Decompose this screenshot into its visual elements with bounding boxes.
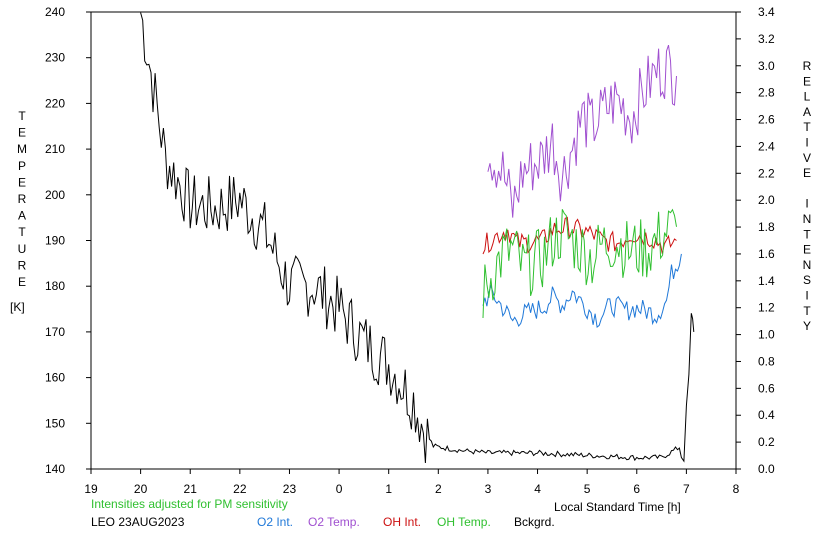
x-axis-ticks: 19 20 21 22 23 0 1 2 3 4 5 6 7 8 — [84, 469, 740, 496]
right-label-letter: R — [803, 59, 812, 73]
right-tick-label: 2.2 — [758, 166, 775, 180]
right-label-letter: I — [805, 289, 808, 303]
right-label-letter: T — [803, 304, 811, 318]
right-label-letter: N — [803, 258, 812, 272]
right-tick-label: 3.2 — [758, 32, 775, 46]
right-tick-label: 2.4 — [758, 139, 775, 153]
x-tick-label: 22 — [233, 482, 247, 496]
right-tick-label: 0.4 — [758, 408, 775, 422]
right-tick-label: 2.6 — [758, 113, 775, 127]
left-axis-unit: [K] — [10, 300, 25, 314]
right-label-letter: T — [803, 227, 811, 241]
right-tick-label: 0.2 — [758, 435, 775, 449]
left-label-letter: R — [18, 192, 27, 206]
right-tick-label: 3.4 — [758, 5, 775, 19]
right-label-letter: S — [803, 273, 811, 287]
right-tick-label: 1.0 — [758, 328, 775, 342]
left-label-letter: M — [17, 142, 27, 156]
x-tick-label: 5 — [584, 482, 591, 496]
series-line-oh-int — [482, 216, 677, 255]
right-label-letter: E — [803, 74, 811, 88]
left-tick-label: 210 — [45, 142, 65, 156]
left-axis-ticks: 140 150 160 170 180 190 200 210 220 230 240 — [45, 5, 91, 476]
right-tick-label: 1.8 — [758, 220, 775, 234]
left-tick-label: 240 — [45, 5, 65, 19]
x-tick-label: 19 — [84, 482, 98, 496]
x-tick-label: 1 — [385, 482, 392, 496]
right-tick-label: 2.0 — [758, 193, 775, 207]
x-tick-label: 0 — [336, 482, 343, 496]
left-label-letter: T — [18, 109, 26, 123]
left-tick-label: 140 — [45, 462, 65, 476]
legend-item: O2 Temp. — [308, 515, 360, 529]
x-tick-label: 21 — [184, 482, 198, 496]
right-tick-label: 3.0 — [758, 59, 775, 73]
left-tick-label: 160 — [45, 371, 65, 385]
left-tick-label: 150 — [45, 416, 65, 430]
station-label: LEO 23AUG2023 — [91, 515, 185, 529]
left-tick-label: 230 — [45, 51, 65, 65]
series-line-bckgrd — [140, 12, 695, 464]
legend: O2 Int. O2 Temp. OH Int. OH Temp. Bckgrd. — [257, 515, 555, 529]
left-tick-label: 180 — [45, 279, 65, 293]
left-label-letter: P — [18, 159, 26, 173]
left-label-letter: E — [18, 275, 26, 289]
legend-item: OH Temp. — [437, 515, 491, 529]
right-label-letter: L — [804, 90, 811, 104]
right-axis-ticks: 0.0 0.2 0.4 0.6 0.8 1.0 1.2 1.4 1.6 1.8 2.0 2.2 2.4 2… — [736, 5, 775, 476]
left-tick-label: 200 — [45, 188, 65, 202]
left-label-letter: R — [18, 258, 27, 272]
series-line-oh-temp — [482, 208, 677, 319]
right-label-letter: V — [803, 151, 811, 165]
right-tick-label: 1.4 — [758, 274, 775, 288]
x-tick-label: 20 — [134, 482, 148, 496]
legend-item: Bckgrd. — [514, 515, 555, 529]
right-label-letter: Y — [803, 319, 811, 333]
legend-item: O2 Int. — [257, 515, 293, 529]
right-tick-label: 2.8 — [758, 86, 775, 100]
left-label-letter: T — [18, 225, 26, 239]
left-tick-label: 190 — [45, 234, 65, 248]
series-group — [140, 12, 695, 464]
right-tick-label: 1.6 — [758, 247, 775, 261]
right-tick-label: 0.6 — [758, 381, 775, 395]
right-label-letter: I — [805, 136, 808, 150]
x-tick-label: 3 — [485, 482, 492, 496]
right-label-letter: A — [803, 105, 811, 119]
right-tick-label: 0.8 — [758, 354, 775, 368]
left-label-letter: E — [18, 126, 26, 140]
x-tick-label: 23 — [283, 482, 297, 496]
series-line-o2-int — [482, 253, 682, 329]
legend-item: OH Int. — [383, 515, 421, 529]
right-tick-label: 0.0 — [758, 462, 775, 476]
x-tick-label: 6 — [633, 482, 640, 496]
series-line-o2-temp — [487, 44, 677, 218]
x-tick-label: 4 — [534, 482, 541, 496]
left-label-letter: U — [18, 242, 27, 256]
left-tick-label: 220 — [45, 96, 65, 110]
right-label-letter: E — [803, 166, 811, 180]
left-label-letter: A — [18, 209, 26, 223]
pm-sensitivity-note: Intensities adjusted for PM sensitivity — [91, 497, 288, 511]
right-label-letter: T — [803, 120, 811, 134]
right-tick-label: 1.2 — [758, 301, 775, 315]
left-label-letter: E — [18, 175, 26, 189]
right-label-letter: N — [803, 212, 812, 226]
x-tick-label: 8 — [733, 482, 740, 496]
right-label-letter: I — [805, 197, 808, 211]
x-axis-label: Local Standard Time [h] — [554, 500, 681, 514]
x-tick-label: 7 — [683, 482, 690, 496]
x-tick-label: 2 — [435, 482, 442, 496]
left-tick-label: 170 — [45, 325, 65, 339]
right-label-letter: E — [803, 243, 811, 257]
